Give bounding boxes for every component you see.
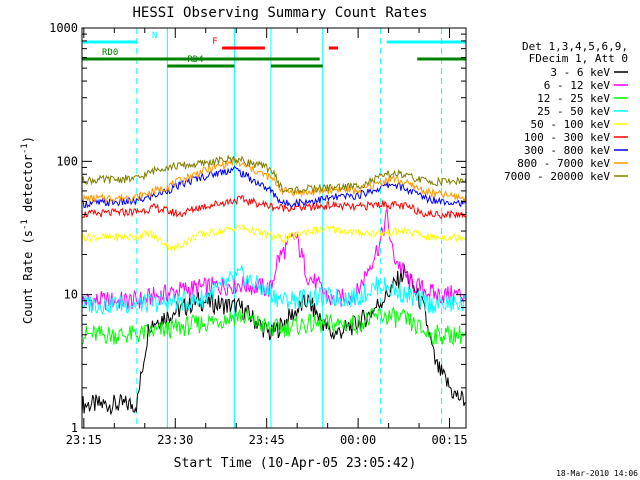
legend: Det 1,3,4,5,6,9,FDecim 1, Att 03 - 6 keV… (504, 40, 628, 183)
x-axis-label: Start Time (10-Apr-05 23:05:42) (174, 456, 417, 471)
flag-label-f: F (212, 37, 217, 47)
y-axis-label: Count Rate (s-1 detector-1) (20, 136, 35, 324)
y-tick-label-3: 1000 (49, 21, 78, 35)
flag-label-rd4: RD4 (187, 55, 203, 65)
series-line-0 (81, 264, 467, 415)
legend-entry-3: 25 - 50 keV (537, 105, 610, 118)
legend-entry-7: 800 - 7000 keV (517, 157, 610, 170)
flag-label-rd0: RD0 (102, 48, 118, 58)
flag-label-n: N (152, 31, 157, 41)
x-tick-label-1: 23:30 (157, 433, 193, 447)
legend-entry-2: 12 - 25 keV (537, 92, 610, 105)
chart-title: HESSI Observing Summary Count Rates (132, 5, 427, 21)
x-tick-label-4: 00:15 (431, 433, 467, 447)
series-line-6 (81, 165, 467, 209)
x-tick-label-2: 23:45 (249, 433, 285, 447)
legend-entry-0: 3 - 6 keV (550, 66, 610, 79)
legend-entry-1: 6 - 12 keV (544, 79, 611, 92)
series-line-7 (81, 157, 467, 203)
footer-date: 18-Mar-2010 14:06 (556, 469, 638, 478)
x-tick-label-3: 00:00 (340, 433, 376, 447)
series-line-4 (81, 223, 467, 253)
legend-entry-8: 7000 - 20000 keV (504, 170, 610, 183)
plot-area: N F RD0 RD4 1 10 100 1000 23:15 23:30 23:45 00:00 00… (49, 21, 468, 447)
legend-entry-4: 50 - 100 keV (531, 118, 611, 131)
legend-entry-5: 100 - 300 keV (524, 131, 610, 144)
series-line-8 (81, 154, 467, 195)
y-tick-label-1: 10 (64, 288, 78, 302)
series-line-5 (81, 194, 467, 220)
legend-header-0: Det 1,3,4,5,6,9, (522, 40, 628, 53)
y-tick-label-2: 100 (56, 154, 78, 168)
y-tick-label-0: 1 (71, 421, 78, 435)
plot-frame (81, 27, 467, 429)
series-line-3 (81, 264, 467, 315)
legend-entry-6: 300 - 800 keV (524, 144, 610, 157)
x-tick-label-0: 23:15 (66, 433, 102, 447)
series-line-1 (81, 208, 467, 311)
legend-header-1: FDecim 1, Att 0 (529, 52, 628, 65)
series-line-2 (81, 306, 467, 347)
